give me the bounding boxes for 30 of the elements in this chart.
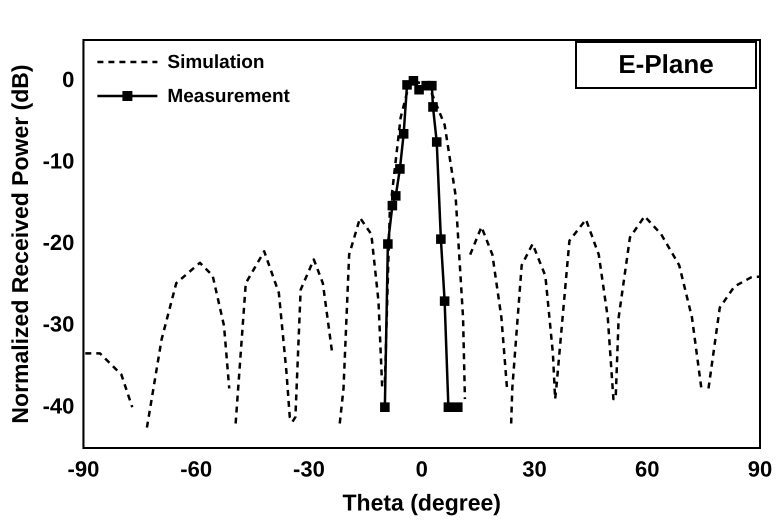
point (398, 129, 408, 139)
legend-label: Measurement (167, 86, 291, 108)
point (432, 137, 442, 147)
point (428, 102, 438, 112)
point (380, 402, 390, 412)
x-tick-label: 60 (634, 456, 660, 482)
point (414, 84, 424, 95)
point (383, 239, 393, 249)
x-tick-label: 90 (748, 456, 772, 482)
x-axis-title: Theta (degree) (342, 490, 501, 516)
y-tick-label: -10 (42, 148, 74, 174)
y-tick-label: -30 (42, 312, 74, 337)
point (444, 402, 454, 412)
x-tick-label: -30 (293, 456, 325, 482)
x-tick-label: -90 (68, 456, 100, 482)
x-tick-label: 30 (522, 456, 547, 482)
y-tick-label: -40 (42, 393, 74, 418)
annotation: E-Plane (618, 49, 714, 80)
x-tick-label: -60 (180, 456, 212, 482)
x-tick-label: 0 (416, 456, 428, 482)
point (427, 80, 437, 90)
y-tick-label: 0 (62, 66, 74, 92)
point (440, 296, 450, 306)
point (436, 234, 446, 244)
legend-label: Simulation (167, 52, 265, 74)
y-axis-title: Normalized Received Power (dB) (7, 64, 34, 424)
point (395, 164, 405, 174)
point (390, 191, 401, 201)
point (453, 402, 463, 412)
y-tick-label: -20 (42, 230, 74, 256)
